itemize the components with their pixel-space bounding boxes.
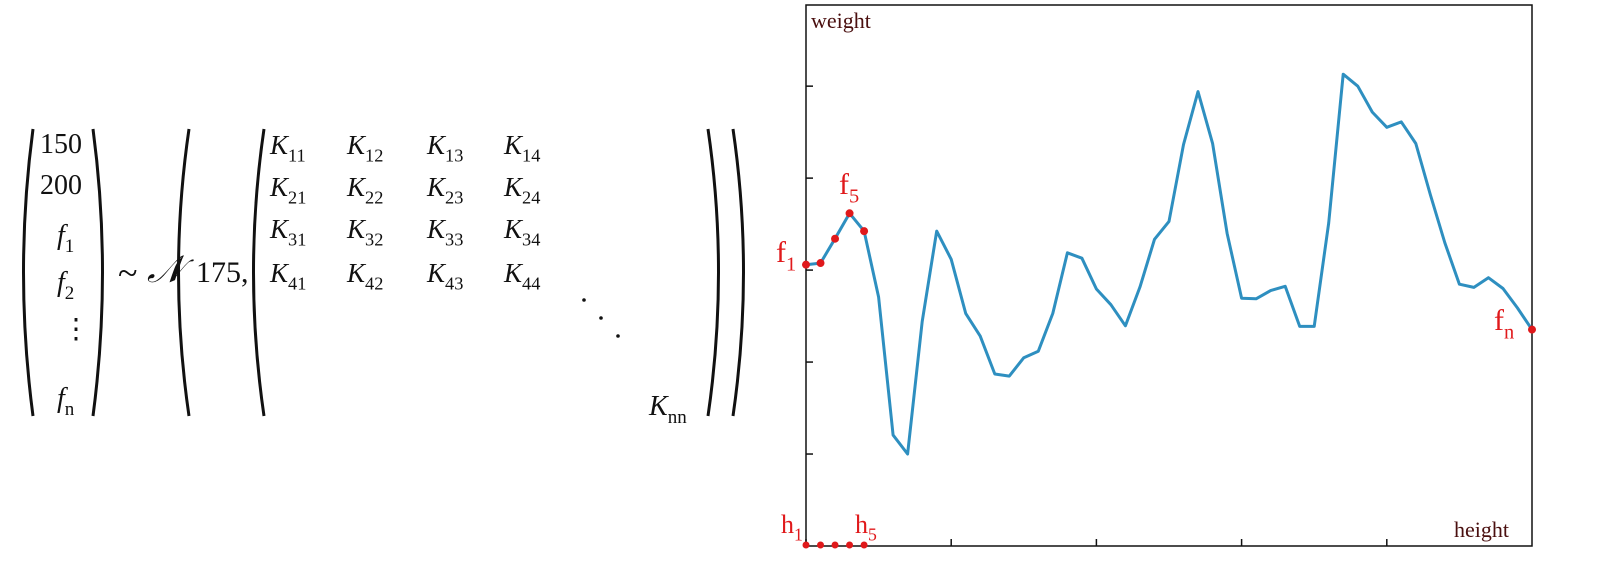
y-axis-ticks [806,85,813,455]
series-point [845,209,854,218]
series-point [816,259,825,268]
covariance-diagonal-dots [582,298,620,338]
plot-frame [805,4,1533,547]
vector-left-paren [22,128,35,417]
covariance-entry: K24 [503,172,540,208]
covariance-entry-nn: Knn [648,391,687,428]
height-point [817,541,825,549]
mean-value: 175, [196,256,249,289]
annotation-f1: f1 [776,236,796,275]
normal-left-paren [177,128,191,417]
series-point [1528,325,1536,334]
x-axis-ticks [805,539,1388,546]
vector-entry: 150 [40,129,82,160]
covariance-entry: K34 [503,214,540,250]
normal-right-paren [731,128,745,417]
height-point [846,541,854,549]
covariance-entry: K23 [426,172,463,208]
series-line [805,72,1534,456]
covariance-entry: K41 [269,258,306,294]
vector-entry: f1 [57,220,74,257]
covariance-entry: K32 [346,214,383,250]
covariance-entry: K33 [426,214,463,250]
annotation-h5: h5 [855,510,877,544]
covariance-right-paren [706,128,720,417]
covariance-entry: K44 [503,258,540,294]
vector-entry: fn [57,383,75,420]
vector-right-paren [91,128,104,417]
covariance-entry: K31 [269,214,306,250]
covariance-entry: K22 [346,172,383,208]
height-point [860,541,868,549]
series-point [831,234,840,243]
covariance-entry: K43 [426,258,463,294]
covariance-entry: K13 [426,130,463,166]
height-point [802,541,810,549]
gp-equation: 150 200 f1 f2 ⋮ fn ~ 𝒩 175, K11 K12 K13 K14 K21 K2… [22,128,745,428]
covariance-entry: K11 [269,130,306,166]
annotation-h1: h1 [781,510,803,544]
vector-entry: ⋮ [62,314,90,345]
weight-height-plot: weight height f1 f5 fn h1 h5 [776,4,1536,549]
highlighted-points [802,209,1536,334]
covariance-entry: K12 [346,130,383,166]
height-axis-points [802,541,868,549]
covariance-entry: K14 [503,130,540,166]
annotation-f5: f5 [839,168,859,207]
normal-distribution-symbol: 𝒩 [147,249,195,291]
vector-entries: 150 200 f1 f2 ⋮ fn [40,129,90,420]
series-point [860,227,869,236]
vector-entry: 200 [40,170,82,201]
tilde-symbol: ~ [118,253,137,293]
annotation-fn: fn [1494,304,1514,343]
covariance-matrix: K11 K12 K13 K14 K21 K22 K23 K24 K31 K32 K33 K34 K41 K… [269,130,540,294]
covariance-left-paren [252,128,266,417]
height-point [831,541,839,549]
covariance-entry-nn-text: Knn [648,391,687,428]
plot-annotations: f1 f5 fn h1 h5 [776,168,1514,544]
y-axis-label: weight [811,8,871,33]
x-axis-label: height [1454,517,1509,542]
covariance-entry: K21 [269,172,306,208]
covariance-entry: K42 [346,258,383,294]
vector-entry: f2 [57,267,74,304]
series-point [802,260,810,269]
